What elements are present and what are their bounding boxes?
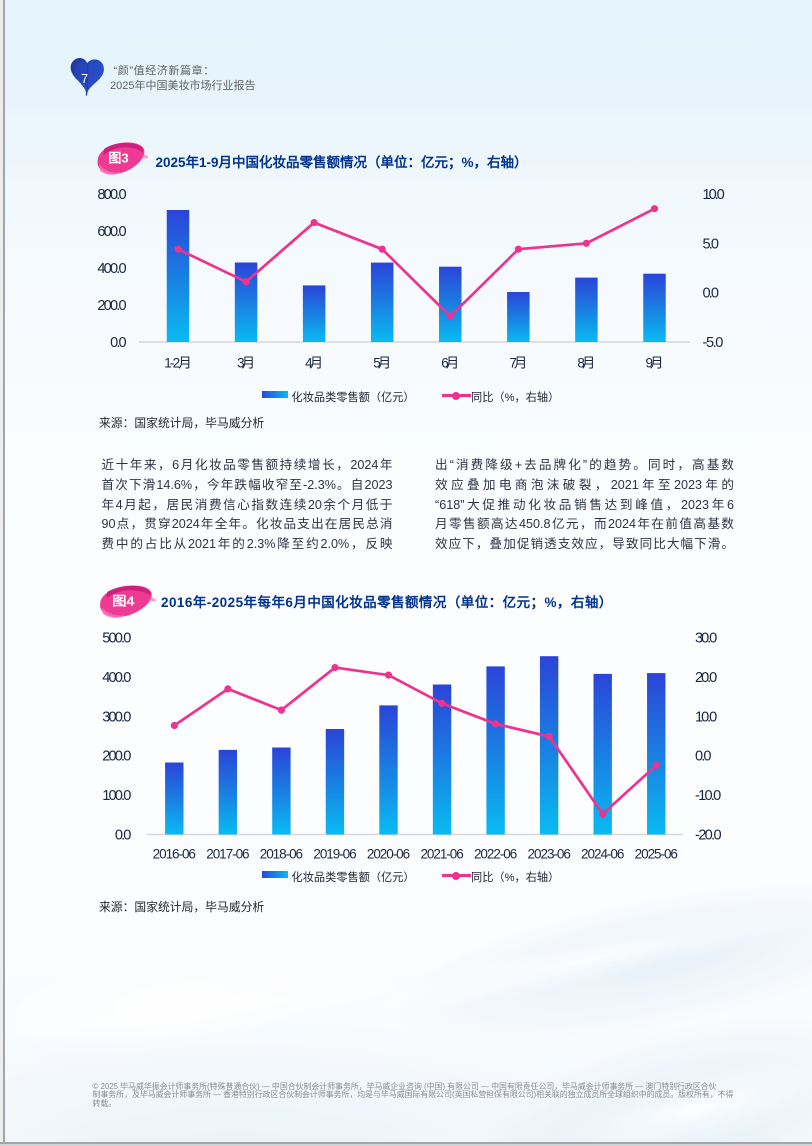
svg-text:2018-06: 2018-06 [260, 846, 303, 861]
svg-text:-20.0: -20.0 [695, 827, 722, 843]
svg-text:0.0: 0.0 [703, 286, 720, 302]
svg-text:2020-06: 2020-06 [367, 846, 410, 861]
svg-text:20.0: 20.0 [695, 670, 717, 686]
svg-text:2016-06: 2016-06 [153, 846, 196, 861]
svg-text:2023-06: 2023-06 [528, 846, 571, 861]
svg-text:-10.0: -10.0 [695, 788, 721, 804]
svg-text:2022-06: 2022-06 [474, 846, 517, 861]
svg-text:800.0: 800.0 [97, 187, 126, 203]
svg-text:500.0: 500.0 [102, 631, 131, 647]
svg-text:2021-06: 2021-06 [420, 846, 463, 861]
svg-text:200.0: 200.0 [97, 298, 126, 314]
svg-text:10.0: 10.0 [703, 187, 725, 203]
svg-text:100.0: 100.0 [102, 788, 131, 804]
svg-text:图4: 图4 [112, 594, 135, 608]
svg-text:400.0: 400.0 [97, 261, 126, 277]
svg-text:10.0: 10.0 [695, 709, 717, 725]
svg-text:400.0: 400.0 [102, 670, 131, 686]
svg-text:1-2月: 1-2月 [164, 355, 192, 370]
svg-text:5月: 5月 [373, 355, 391, 370]
svg-text:9月: 9月 [646, 355, 664, 370]
svg-text:2025-06: 2025-06 [635, 846, 678, 861]
svg-text:7月: 7月 [509, 355, 527, 370]
svg-text:2019-06: 2019-06 [313, 846, 356, 861]
svg-text:0.0: 0.0 [115, 827, 132, 843]
svg-text:4月: 4月 [305, 355, 323, 370]
svg-text:7: 7 [81, 72, 88, 86]
svg-text:30.0: 30.0 [695, 631, 717, 647]
svg-text:图3: 图3 [108, 151, 128, 166]
svg-text:0.0: 0.0 [110, 335, 127, 351]
svg-text:-5.0: -5.0 [703, 335, 724, 351]
svg-text:5.0: 5.0 [703, 236, 720, 252]
svg-text:300.0: 300.0 [102, 709, 131, 725]
svg-text:8月: 8月 [577, 355, 595, 370]
svg-text:0.0: 0.0 [695, 749, 712, 765]
svg-text:2024-06: 2024-06 [581, 846, 624, 861]
svg-text:2017-06: 2017-06 [206, 846, 249, 861]
svg-text:3月: 3月 [237, 355, 255, 370]
svg-text:200.0: 200.0 [102, 749, 131, 765]
svg-text:6月: 6月 [441, 355, 459, 370]
svg-text:600.0: 600.0 [97, 224, 126, 240]
